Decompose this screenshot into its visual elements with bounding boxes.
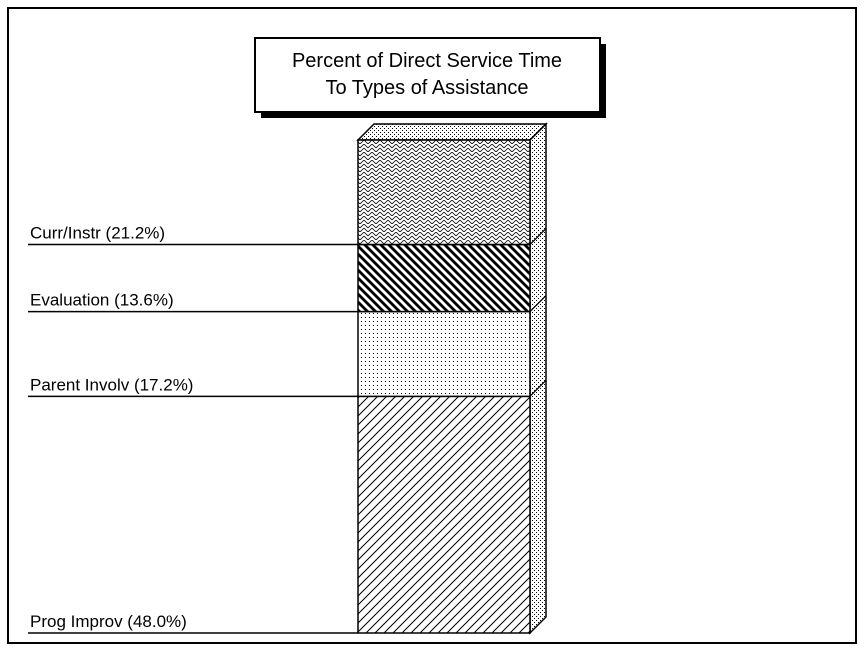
side-edge (529, 379, 547, 397)
segment-label: Curr/Instr (21.2%) (30, 224, 165, 243)
bar-top-face (356, 123, 548, 141)
bar-segment (357, 139, 531, 246)
bar-segment (357, 310, 531, 398)
chart-title: Percent of Direct Service Time (292, 50, 562, 72)
frame (7, 7, 857, 644)
segment-label: Parent Involv (17.2%) (30, 375, 193, 394)
title-box (254, 37, 601, 113)
segment-label: Evaluation (13.6%) (30, 291, 174, 310)
side-edge (529, 295, 547, 312)
side-edge (529, 123, 547, 141)
side-edge (529, 228, 547, 245)
bar-segment (357, 243, 531, 313)
bar-side-face (529, 122, 547, 635)
segment-label: Prog Improv (48.0%) (30, 612, 187, 631)
bar-segment (357, 395, 531, 634)
chart-title: To Types of Assistance (325, 77, 528, 99)
